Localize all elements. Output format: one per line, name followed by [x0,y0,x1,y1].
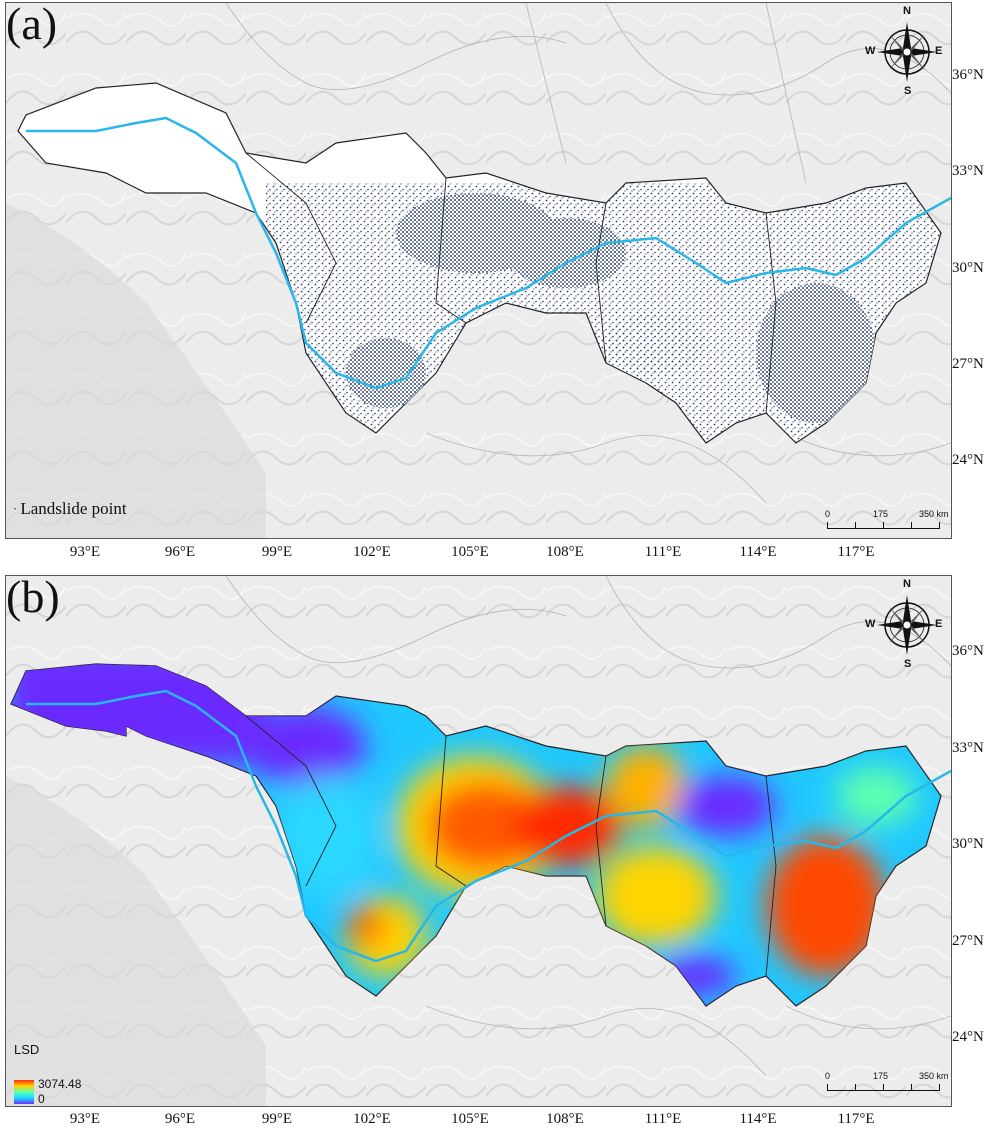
lon-label-b-117: 117°E [837,1111,875,1127]
scale-mid-b: 175 [873,1071,889,1081]
lat-label-a-27: 27°N [952,356,984,372]
scale-end: 350 km [919,509,949,519]
landslide-point-map [6,3,951,538]
compass-e: E [935,45,943,57]
landslide-point-legend: • Landslide point [14,499,127,518]
scale-start: 0 [825,509,831,519]
lon-label-b-99: 99°E [261,1111,293,1127]
compass-e-b: E [935,618,943,630]
compass-w: W [865,45,876,57]
lon-label-a-105: 105°E [451,544,489,560]
compass-w-b: W [865,618,876,630]
lat-label-b-30: 30°N [952,836,984,852]
lat-label-b-24: 24°N [952,1029,984,1045]
lsd-color-ramp [14,1080,34,1104]
lon-label-a-117: 117°E [837,544,875,560]
lat-label-a-33: 33°N [952,163,984,179]
lat-label-a-24: 24°N [952,452,984,468]
compass-icon-b [877,595,937,655]
scale-end-b: 350 km [919,1071,949,1081]
lon-label-a-111: 111°E [644,544,682,560]
map-panel-b: (b) LSD 3074.48 0 N S E W 0 175 350 km [5,575,952,1107]
scale-mid: 175 [873,509,889,519]
lsd-legend-title: LSD [14,1042,40,1057]
lon-label-a-99: 99°E [261,544,293,560]
lon-label-a-93: 93°E [69,544,101,560]
lat-label-b-33: 33°N [952,740,984,756]
lon-label-a-102: 102°E [353,544,391,560]
province-boundaries [225,3,951,504]
lsd-density-map [6,576,951,1106]
lon-label-a-96: 96°E [164,544,196,560]
compass-n-b: N [903,578,911,590]
lsd-legend-max: 3074.48 [38,1077,82,1091]
lsd-density-surface [11,664,916,996]
lat-label-b-27: 27°N [952,933,984,949]
lat-label-a-30: 30°N [952,260,984,276]
compass-s-b: S [904,658,912,670]
compass-n: N [903,5,911,17]
lsd-legend-min: 0 [38,1092,45,1106]
scale-bar-a: 0 175 350 km [823,509,951,538]
compass-rose-a: N S E W [865,5,947,99]
yangtze-river-b [26,689,951,963]
lon-label-b-105: 105°E [451,1111,489,1127]
compass-icon [877,22,937,82]
yangtze-river [26,116,951,390]
lon-label-b-96: 96°E [164,1111,196,1127]
scale-start-b: 0 [825,1071,831,1081]
lon-label-b-102: 102°E [353,1111,391,1127]
lat-label-b-36: 36°N [952,643,984,659]
lat-label-a-36: 36°N [952,67,984,83]
lon-label-b-114: 114°E [739,1111,777,1127]
compass-rose-b: N S E W [865,578,947,672]
lon-label-b-108: 108°E [546,1111,584,1127]
map-panel-a: (a) • Landslide point N S E W 0 175 350 … [5,2,952,539]
lon-label-b-93: 93°E [69,1111,101,1127]
lon-label-b-111: 111°E [644,1111,682,1127]
lon-label-a-108: 108°E [546,544,584,560]
landslide-point-legend-label: Landslide point [20,499,127,518]
compass-s: S [904,85,912,97]
lon-label-a-114: 114°E [739,544,777,560]
panel-label-a: (a) [6,2,58,49]
panel-label-b: (b) [6,575,60,622]
scale-bar-b: 0 175 350 km [823,1071,951,1106]
